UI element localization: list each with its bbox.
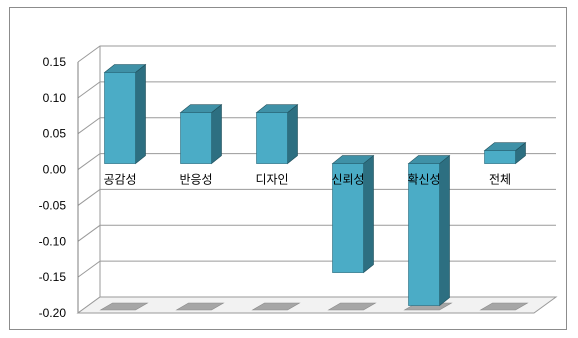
bar-side <box>211 104 222 165</box>
bar-front <box>180 112 212 164</box>
y-tick-label: 0.00 <box>43 163 67 177</box>
bar <box>255 104 299 165</box>
category-label: 전체 <box>489 173 511 187</box>
bar-floor-shadow <box>479 302 529 311</box>
bar <box>103 63 147 165</box>
bar-floor-shadow <box>251 302 301 311</box>
gridline <box>77 188 556 206</box>
bar <box>331 154 375 274</box>
y-tick-label: 0.05 <box>43 127 67 141</box>
category-label: 신뢰성 <box>331 173 364 187</box>
gridline <box>77 45 556 63</box>
y-tick-label: -0.15 <box>39 270 67 284</box>
bar-front <box>408 163 440 306</box>
bar-side <box>439 154 450 307</box>
y-tick-label: 0.10 <box>43 91 67 105</box>
bars <box>99 63 529 311</box>
gridline <box>77 81 556 99</box>
y-tick-label: -0.10 <box>39 234 67 248</box>
category-label: 반응성 <box>179 173 212 187</box>
floor-plane <box>76 296 558 314</box>
bar <box>179 104 223 165</box>
y-tick-label: -0.20 <box>39 306 67 320</box>
y-tick-label: -0.05 <box>39 198 67 212</box>
value-axis <box>77 46 101 313</box>
bar-front <box>104 72 136 164</box>
bar-front <box>332 163 364 273</box>
bar-side <box>287 104 298 165</box>
y-tick-labels: 0.15 0.10 0.05 0.00 -0.05 -0.10 -0.15 -0.20 <box>39 55 67 320</box>
gridline <box>77 117 556 135</box>
category-label: 디자인 <box>255 173 288 187</box>
bar-side <box>135 63 146 165</box>
y-tick-label: 0.15 <box>43 55 67 69</box>
bar-front <box>256 112 288 164</box>
gridlines <box>77 45 556 314</box>
category-labels: 공감성 반응성 디자인 신뢰성 확신성 전체 <box>103 173 511 187</box>
bar-floor-shadow <box>175 302 225 311</box>
bar <box>483 142 527 165</box>
chart-floor <box>76 296 558 314</box>
chart-frame <box>9 7 567 330</box>
bar <box>407 154 451 307</box>
category-label: 공감성 <box>103 173 136 187</box>
bar-floor-shadow <box>99 302 149 311</box>
gridline <box>77 260 556 278</box>
bar-floor-shadow <box>327 302 377 311</box>
gridline <box>77 224 556 242</box>
bar-front <box>484 150 516 164</box>
bar-side <box>363 154 374 274</box>
category-label: 확신성 <box>407 173 440 187</box>
